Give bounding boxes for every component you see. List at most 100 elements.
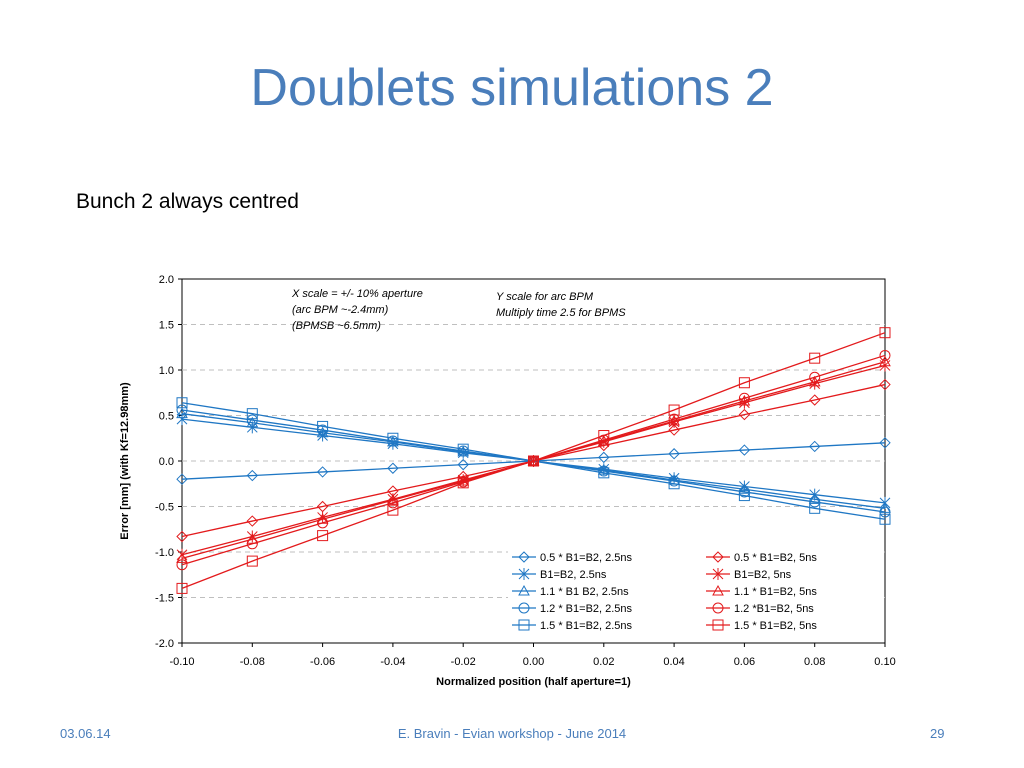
data-point (246, 469, 259, 482)
x-tick-label: -0.04 (380, 656, 405, 668)
y-tick-label: -1.5 (155, 593, 174, 605)
y-tick-label: -1.0 (155, 547, 174, 559)
data-point (668, 413, 680, 425)
y-axis-label: Error [mm] (with Kf=12.98mm) (119, 382, 131, 540)
data-point (457, 477, 469, 489)
data-point (246, 515, 259, 527)
x-tick-label: 0.04 (663, 656, 684, 668)
data-point (176, 552, 188, 563)
data-point (738, 490, 750, 502)
data-point (176, 397, 188, 409)
data-point (457, 458, 469, 471)
data-point (598, 451, 610, 464)
data-point (668, 424, 680, 436)
legend: 0.5 * B1=B2, 2.5ns B1=B2, 2.5ns 1.1 * B1 B… (508, 545, 880, 635)
y-tick-label: 1.0 (159, 365, 174, 377)
legend-label: B1=B2, 2.5ns (540, 569, 607, 581)
data-point (387, 497, 399, 509)
legend-box (508, 545, 880, 635)
data-point (738, 377, 750, 389)
y-tick-label: -2.0 (155, 638, 174, 650)
data-point (738, 444, 751, 456)
x-tick-label: -0.02 (451, 656, 476, 668)
legend-label: 1.5 * B1=B2, 5ns (734, 620, 817, 632)
legend-label: 1.2 * B1=B2, 2.5ns (540, 603, 633, 615)
data-point (879, 355, 891, 367)
data-point (879, 506, 891, 518)
data-point (598, 467, 610, 479)
legend-marker (518, 602, 530, 614)
data-point (528, 455, 539, 467)
x-tick-label: 0.08 (804, 656, 825, 668)
data-point (387, 494, 399, 505)
data-point (738, 392, 750, 404)
legend-marker (518, 568, 530, 580)
data-point (738, 483, 751, 494)
legend-label: 0.5 * B1=B2, 5ns (734, 552, 817, 564)
legend-marker (518, 619, 530, 631)
data-point (879, 378, 891, 391)
x-tick-label: 0.02 (593, 656, 614, 668)
data-point (738, 394, 751, 406)
annotation-text: (BPMSB ~6.5mm) (292, 320, 381, 332)
data-point (808, 394, 821, 406)
data-point (809, 496, 821, 508)
data-point (809, 371, 821, 383)
data-point (246, 414, 258, 426)
data-point (176, 530, 188, 543)
legend-label: 1.1 * B1=B2, 5ns (734, 586, 817, 598)
x-tick-label: -0.10 (169, 656, 194, 668)
data-point (597, 464, 610, 475)
data-point (668, 404, 680, 416)
x-tick-label: 0.00 (523, 656, 544, 668)
footer-page-number: 29 (930, 726, 945, 741)
data-point (668, 448, 680, 460)
y-tick-label: -0.5 (155, 502, 174, 514)
data-point (246, 408, 258, 420)
legend-marker (712, 551, 724, 563)
x-tick-label: -0.08 (240, 656, 265, 668)
data-point (317, 530, 329, 542)
data-point (176, 559, 188, 571)
footer-credit: E. Bravin - Evian workshop - June 2014 (397, 726, 627, 741)
legend-label: 1.1 * B1 B2, 2.5ns (540, 586, 629, 598)
slide-title: Doublets simulations 2 (250, 59, 774, 117)
x-axis-label: Normalized position (half aperture=1) (436, 676, 631, 688)
x-tick-label: 0.10 (874, 656, 895, 668)
data-point (246, 538, 258, 550)
y-tick-label: 1.5 (159, 320, 174, 332)
legend-marker (518, 584, 530, 596)
legend-marker (712, 568, 724, 580)
annotation-text: (arc BPM ~-2.4mm) (292, 304, 389, 316)
data-point (246, 555, 258, 567)
legend-marker (518, 551, 530, 563)
annotation-text: X scale = +/- 10% aperture (291, 288, 423, 300)
x-tick-label: 0.06 (734, 656, 755, 668)
data-point (879, 349, 891, 361)
data-point (809, 352, 821, 364)
data-point (176, 407, 188, 419)
data-point (387, 504, 399, 516)
legend-label: 1.2 *B1=B2, 5ns (734, 603, 814, 615)
y-tick-label: 0.5 (159, 411, 174, 423)
data-point (176, 473, 188, 485)
data-point (387, 462, 399, 474)
data-point (176, 582, 188, 594)
legend-label: 0.5 * B1=B2, 2.5ns (540, 552, 633, 564)
x-tick-label: -0.06 (310, 656, 335, 668)
data-point (246, 416, 259, 428)
legend-label: 1.5 * B1=B2, 2.5ns (540, 620, 633, 632)
data-point (668, 478, 680, 490)
data-point (598, 430, 610, 442)
legend-marker (712, 602, 724, 614)
data-point (809, 502, 821, 514)
data-point (879, 513, 891, 525)
y-tick-label: 2.0 (159, 274, 174, 286)
data-point (316, 466, 329, 478)
data-point (317, 420, 329, 432)
data-point (316, 426, 329, 438)
footer-date: 03.06.14 (60, 726, 111, 741)
series-line (181, 332, 886, 590)
data-point (738, 408, 751, 421)
